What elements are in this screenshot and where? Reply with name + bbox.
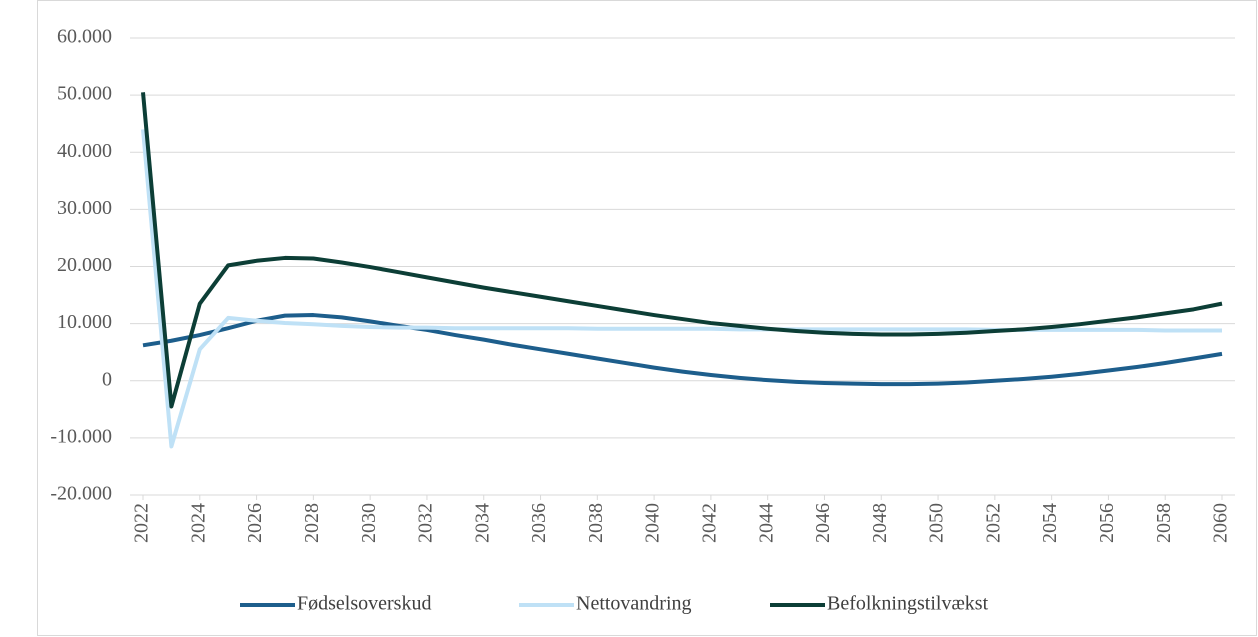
x-tick-label: 2028 (301, 503, 323, 543)
y-tick-label: -20.000 (50, 483, 112, 505)
series-line (142, 313, 1223, 387)
x-tick-label: 2042 (698, 503, 720, 543)
x-tick-label: 2054 (1039, 503, 1061, 543)
y-tick-label: 50.000 (57, 83, 112, 105)
legend-label: Nettovandring (576, 593, 692, 615)
x-tick-label: 2034 (471, 503, 493, 543)
x-tick-label: 2058 (1153, 503, 1175, 543)
x-tick-label: 2036 (528, 503, 550, 543)
x-tick-label: 2022 (131, 503, 153, 543)
y-tick-label: 0 (102, 368, 112, 390)
x-tick-label: 2044 (755, 503, 777, 543)
series-line (141, 92, 1223, 409)
y-tick-label: 40.000 (57, 140, 112, 162)
x-tick-label: 2056 (1096, 503, 1118, 543)
x-tick-label: 2024 (187, 503, 209, 543)
x-tick-label: 2030 (358, 503, 380, 543)
y-tick-label: 30.000 (57, 197, 112, 219)
series-line (141, 129, 1222, 449)
x-tick-label: 2050 (926, 503, 948, 543)
x-tick-label: 2052 (982, 503, 1004, 543)
legend-label: Befolkningstilvækst (827, 593, 989, 615)
x-tick-label: 2032 (415, 503, 437, 543)
x-tick-label: 2046 (812, 503, 834, 543)
x-tick-label: 2026 (244, 503, 266, 543)
legend: Fødselsoverskud Nettovandring Befolkningst… (240, 593, 989, 615)
x-tick-label: 2048 (869, 503, 891, 543)
x-tick-label: 2060 (1210, 503, 1232, 543)
y-tick-label: 60.000 (57, 26, 112, 48)
plot (141, 92, 1223, 449)
y-tick-label: -10.000 (50, 425, 112, 447)
x-tick-label: 2038 (585, 503, 607, 543)
y-tick-label: 20.000 (57, 254, 112, 276)
legend-label: Fødselsoverskud (297, 593, 431, 615)
y-tick-label: 10.000 (57, 311, 112, 333)
x-tick-label: 2040 (642, 503, 664, 543)
